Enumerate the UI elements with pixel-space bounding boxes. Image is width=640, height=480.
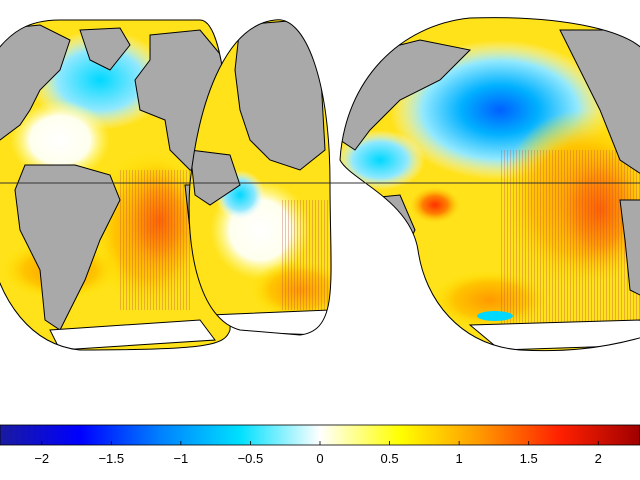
colorbar-ticks: −2 −1.5 −1 −0.5 0 0.5 1 1.5 2 — [34, 441, 602, 466]
colorbar-tick-label: 1.5 — [520, 451, 538, 466]
colorbar-tick-label: 0.5 — [381, 451, 399, 466]
colorbar: −2 −1.5 −1 −0.5 0 0.5 1 1.5 2 — [0, 424, 640, 466]
colorbar-tick-label: 0 — [316, 451, 323, 466]
map-lobe-atlantic — [0, 19, 233, 351]
colorbar-tick-label: 2 — [595, 451, 602, 466]
map-lobe-pacific — [339, 17, 640, 352]
colorbar-tick-label: −2 — [34, 451, 49, 466]
colorbar-tick-label: −1.5 — [98, 451, 124, 466]
colorbar-tick-label: −1 — [173, 451, 188, 466]
colorbar-tick-label: −0.5 — [238, 451, 264, 466]
colorbar-tick-label: 1 — [456, 451, 463, 466]
